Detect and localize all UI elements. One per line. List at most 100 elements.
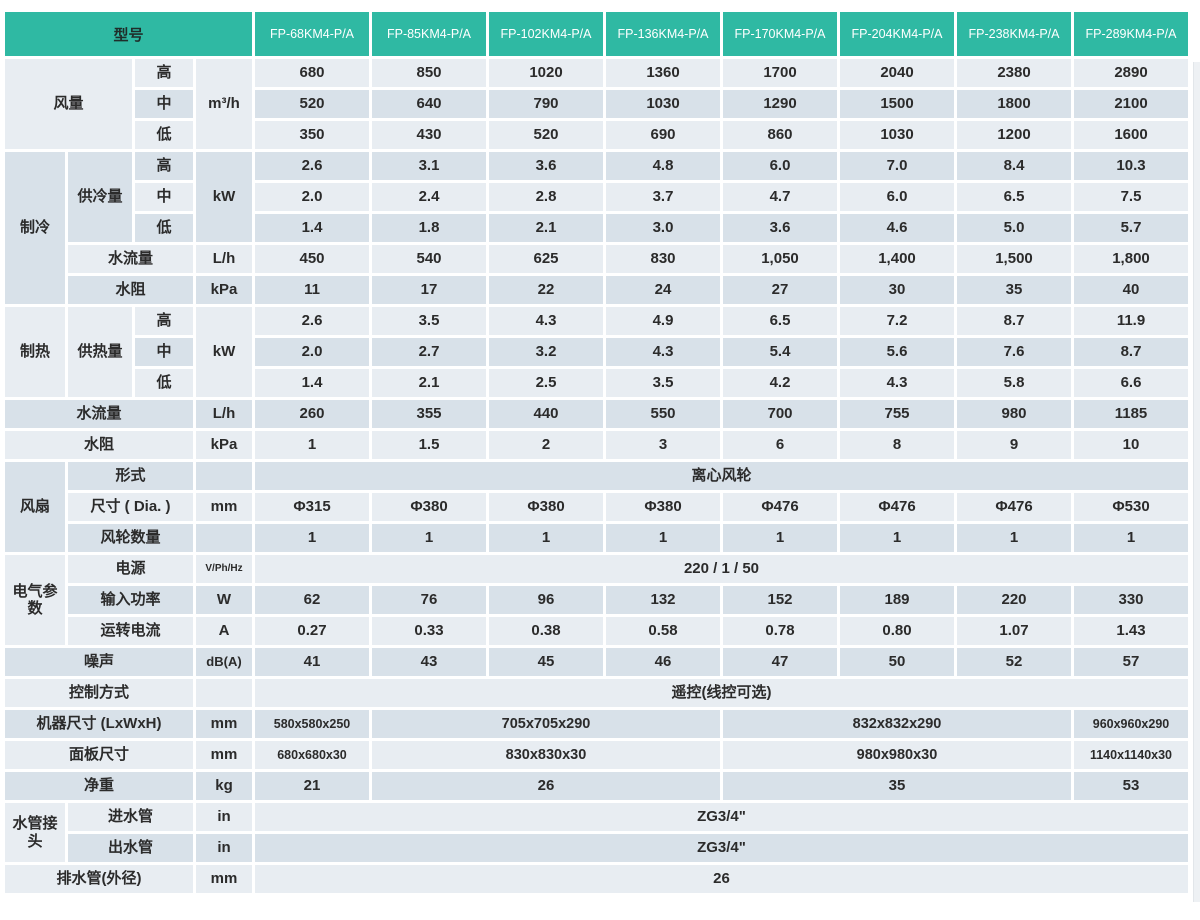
outlet-pipe-label: 出水管: [68, 834, 193, 862]
value-cell: 4.9: [606, 307, 720, 335]
value-cell: 4.3: [840, 369, 954, 397]
table-row: 尺寸 ( Dia. ) mm Φ315 Φ380 Φ380 Φ380 Φ476 …: [5, 493, 1188, 521]
unit-cell: kW: [196, 307, 252, 397]
value-cell: 62: [255, 586, 369, 614]
table-row: 水管接头 进水管 in ZG3/4": [5, 803, 1188, 862]
value-cell: 220: [957, 586, 1071, 614]
unit-cell: kg: [196, 772, 252, 800]
value-cell: 260: [255, 400, 369, 428]
value-cell: 96: [489, 586, 603, 614]
value-cell: 8.7: [1074, 338, 1188, 366]
unit-cell: A: [196, 617, 252, 645]
value-cell: 1700: [723, 59, 837, 87]
value-cell: 10: [1074, 431, 1188, 459]
value-cell: 17: [372, 276, 486, 304]
value-cell: 1500: [840, 90, 954, 118]
level-label: 中: [135, 183, 193, 211]
current-label: 运转电流: [68, 617, 193, 645]
model-header: FP-170KM4-P/A: [723, 12, 837, 56]
value-cell: 40: [1074, 276, 1188, 304]
value-cell: 1.4: [255, 369, 369, 397]
drain-pipe-value: 26: [255, 865, 1188, 893]
unit-cell: L/h: [196, 245, 252, 273]
value-cell: 2.6: [255, 307, 369, 335]
value-cell: 2: [489, 431, 603, 459]
value-cell: 2380: [957, 59, 1071, 87]
table-row: 中 520 640 790 1030 1290 1500 1800 2100: [5, 90, 1188, 118]
table-row: 低 1.4 1.8 2.1 3.0 3.6 4.6 5.0 5.7: [5, 214, 1188, 242]
model-header: FP-102KM4-P/A: [489, 12, 603, 56]
unit-cell: mm: [196, 493, 252, 521]
value-cell: 8.4: [957, 152, 1071, 180]
value-cell: 1800: [957, 90, 1071, 118]
value-cell: 790: [489, 90, 603, 118]
value-cell: 21: [255, 772, 369, 800]
value-cell: 980x980x30: [723, 741, 1071, 769]
group-fan: 风扇: [5, 462, 65, 552]
value-cell: 1.07: [957, 617, 1071, 645]
value-cell: 1,500: [957, 245, 1071, 273]
control-label: 控制方式: [5, 679, 193, 707]
unit-size-label: 机器尺寸 (LxWxH): [5, 710, 193, 738]
value-cell: 690: [606, 121, 720, 149]
value-cell: 850: [372, 59, 486, 87]
value-cell: 1: [840, 524, 954, 552]
value-cell: 355: [372, 400, 486, 428]
value-cell: 1,400: [840, 245, 954, 273]
table-row: 输入功率 W 62 76 96 132 152 189 220 330: [5, 586, 1188, 614]
unit-cell: mm: [196, 710, 252, 738]
value-cell: 1020: [489, 59, 603, 87]
table-row: 控制方式 遥控(线控可选): [5, 679, 1188, 707]
value-cell: 4.3: [489, 307, 603, 335]
value-cell: 152: [723, 586, 837, 614]
value-cell: 1: [723, 524, 837, 552]
value-cell: 2.0: [255, 338, 369, 366]
value-cell: 132: [606, 586, 720, 614]
unit-cell: L/h: [196, 400, 252, 428]
value-cell: Φ530: [1074, 493, 1188, 521]
control-value: 遥控(线控可选): [255, 679, 1188, 707]
unit-cell: dB(A): [196, 648, 252, 676]
spec-table: 型号 FP-68KM4-P/A FP-85KM4-P/A FP-102KM4-P…: [2, 9, 1191, 896]
value-cell: 3.6: [723, 214, 837, 242]
value-cell: 705x705x290: [372, 710, 720, 738]
value-cell: 1: [606, 524, 720, 552]
noise-label: 噪声: [5, 648, 193, 676]
value-cell: 57: [1074, 648, 1188, 676]
value-cell: 3.5: [372, 307, 486, 335]
fan-type-label: 形式: [68, 462, 193, 490]
value-cell: 450: [255, 245, 369, 273]
value-cell: 4.3: [606, 338, 720, 366]
value-cell: 35: [957, 276, 1071, 304]
value-cell: 24: [606, 276, 720, 304]
unit-cell: m³/h: [196, 59, 252, 149]
value-cell: 3.7: [606, 183, 720, 211]
value-cell: 0.33: [372, 617, 486, 645]
value-cell: 680x680x30: [255, 741, 369, 769]
value-cell: 520: [255, 90, 369, 118]
panel-size-label: 面板尺寸: [5, 741, 193, 769]
value-cell: 5.0: [957, 214, 1071, 242]
model-header: FP-136KM4-P/A: [606, 12, 720, 56]
value-cell: 26: [372, 772, 720, 800]
value-cell: 7.0: [840, 152, 954, 180]
table-row: 水阻 kPa 11 17 22 24 27 30 35 40: [5, 276, 1188, 304]
value-cell: 8: [840, 431, 954, 459]
value-cell: 1,050: [723, 245, 837, 273]
value-cell: 3: [606, 431, 720, 459]
value-cell: 2.4: [372, 183, 486, 211]
value-cell: 980: [957, 400, 1071, 428]
model-header: FP-204KM4-P/A: [840, 12, 954, 56]
unit-cell: in: [196, 834, 252, 862]
value-cell: Φ476: [840, 493, 954, 521]
value-cell: 520: [489, 121, 603, 149]
value-cell: 0.58: [606, 617, 720, 645]
value-cell: 50: [840, 648, 954, 676]
unit-cell: kPa: [196, 431, 252, 459]
unit-cell: mm: [196, 741, 252, 769]
unit-cell-empty: [196, 679, 252, 707]
value-cell: 1.5: [372, 431, 486, 459]
value-cell: 3.5: [606, 369, 720, 397]
net-weight-label: 净重: [5, 772, 193, 800]
value-cell: 2.7: [372, 338, 486, 366]
